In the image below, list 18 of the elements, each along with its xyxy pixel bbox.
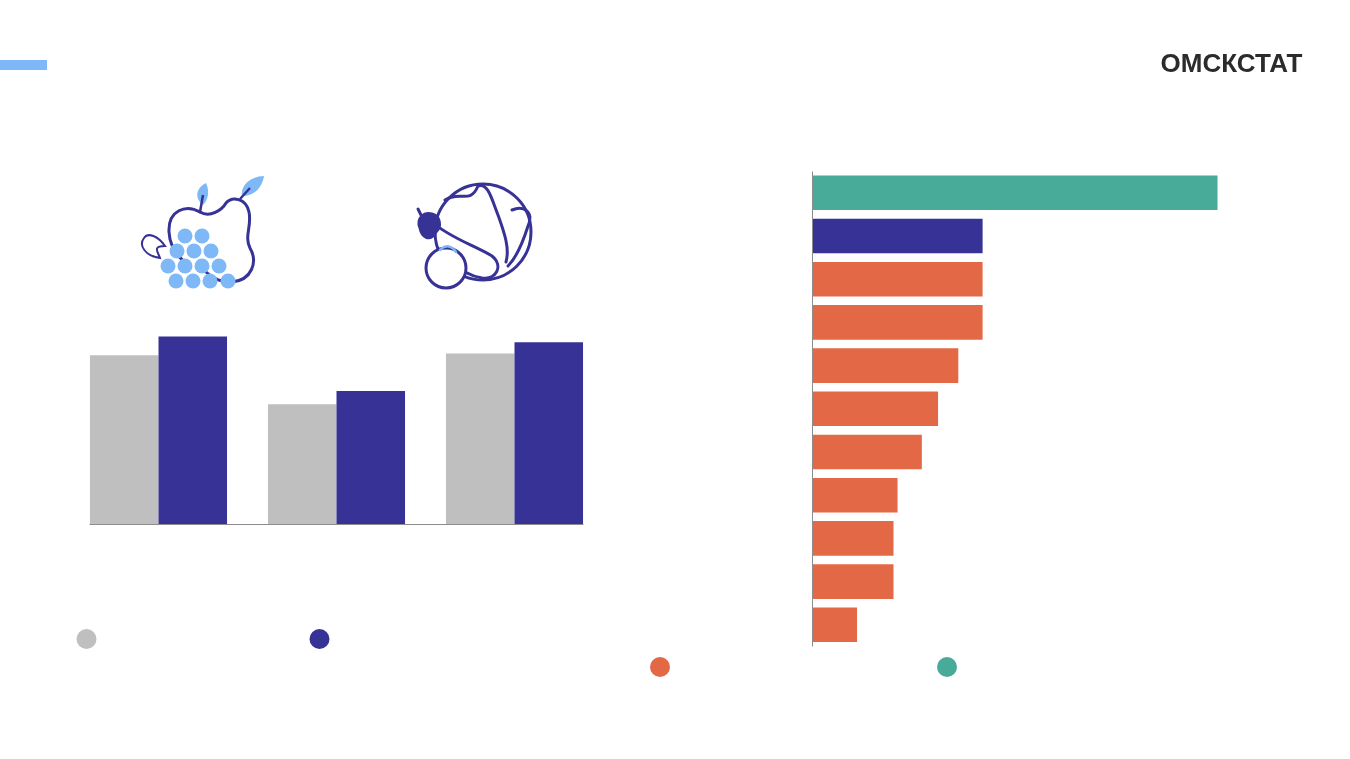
bar xyxy=(514,342,584,525)
bar xyxy=(812,175,1218,211)
bar xyxy=(812,305,983,340)
bar xyxy=(445,353,515,525)
bar xyxy=(812,477,898,513)
bar xyxy=(812,261,983,297)
bar xyxy=(267,404,337,525)
bar xyxy=(89,355,159,525)
bar xyxy=(812,607,858,643)
bar xyxy=(812,564,894,599)
bar xyxy=(812,218,983,254)
bar xyxy=(158,336,228,525)
bar xyxy=(812,391,939,427)
text: ОМСКСТАТ xyxy=(1160,47,1303,78)
bar xyxy=(336,391,406,525)
bar xyxy=(812,348,959,383)
bar xyxy=(812,434,922,470)
bar xyxy=(812,521,894,556)
